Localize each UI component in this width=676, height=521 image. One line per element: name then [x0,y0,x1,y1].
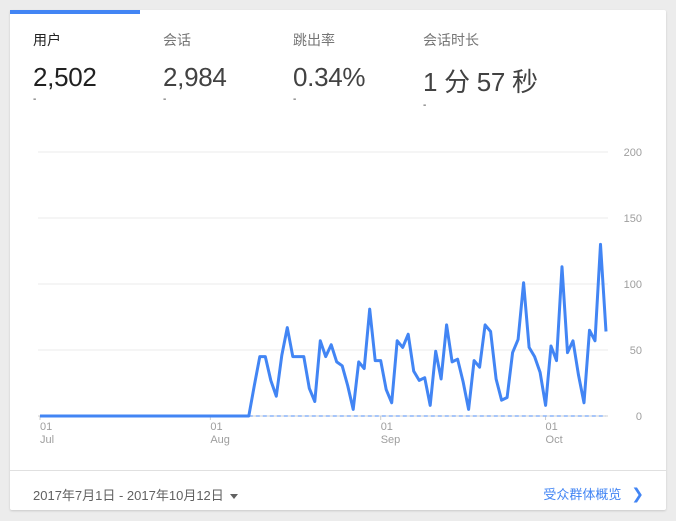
date-range-text: 2017年7月1日 - 2017年10月12日 [33,488,224,503]
series-line [40,242,608,418]
audience-card: 用户 2,502 - 会话 2,984 - 跳出率 0.34% - 会话时长 1… [10,10,666,510]
y-tick-label: 50 [630,345,642,357]
x-tick-month: Aug [210,434,230,446]
metric-users[interactable]: 用户 2,502 - [33,30,97,105]
link-text: 受众群体概览 [543,487,622,502]
chevron-right-icon: ❯ [631,486,644,503]
card-footer: 2017年7月1日 - 2017年10月12日 受众群体概览 ❯ [10,470,666,511]
x-tick-month: Sep [381,434,401,446]
metric-label: 会话 [163,32,191,48]
metric-sessions[interactable]: 会话 2,984 - [163,30,227,105]
metric-delta: - [423,100,427,111]
metric-delta: - [33,94,37,105]
metric-label: 用户 [33,32,61,48]
x-tick-day: 01 [210,421,222,433]
y-tick-label: 100 [624,279,642,291]
x-tick-day: 01 [40,421,52,433]
date-range-selector[interactable]: 2017年7月1日 - 2017年10月12日 [33,485,238,504]
metric-value: 2,502 [33,62,97,92]
x-tick-month: Jul [40,434,54,446]
metric-bounce-rate[interactable]: 跳出率 0.34% - [293,30,366,105]
y-tick-label: 0 [636,411,642,423]
caret-down-icon [229,494,238,500]
y-tick-label: 200 [624,147,642,159]
x-tick-day: 01 [381,421,393,433]
active-metric-indicator [10,10,140,14]
metric-label: 会话时长 [423,32,479,48]
metric-label: 跳出率 [293,32,335,48]
metric-session-duration[interactable]: 会话时长 1 分 57 秒 - [423,30,538,111]
metric-value: 0.34% [293,62,366,92]
x-tick-day: 01 [546,421,558,433]
metric-delta: - [163,94,167,105]
x-tick-month: Oct [546,434,563,446]
y-tick-label: 150 [624,213,642,225]
metric-delta: - [293,94,297,105]
metric-value: 1 分 57 秒 [423,67,538,97]
audience-overview-link[interactable]: 受众群体概览 ❯ [543,484,644,503]
metric-value: 2,984 [163,62,227,92]
